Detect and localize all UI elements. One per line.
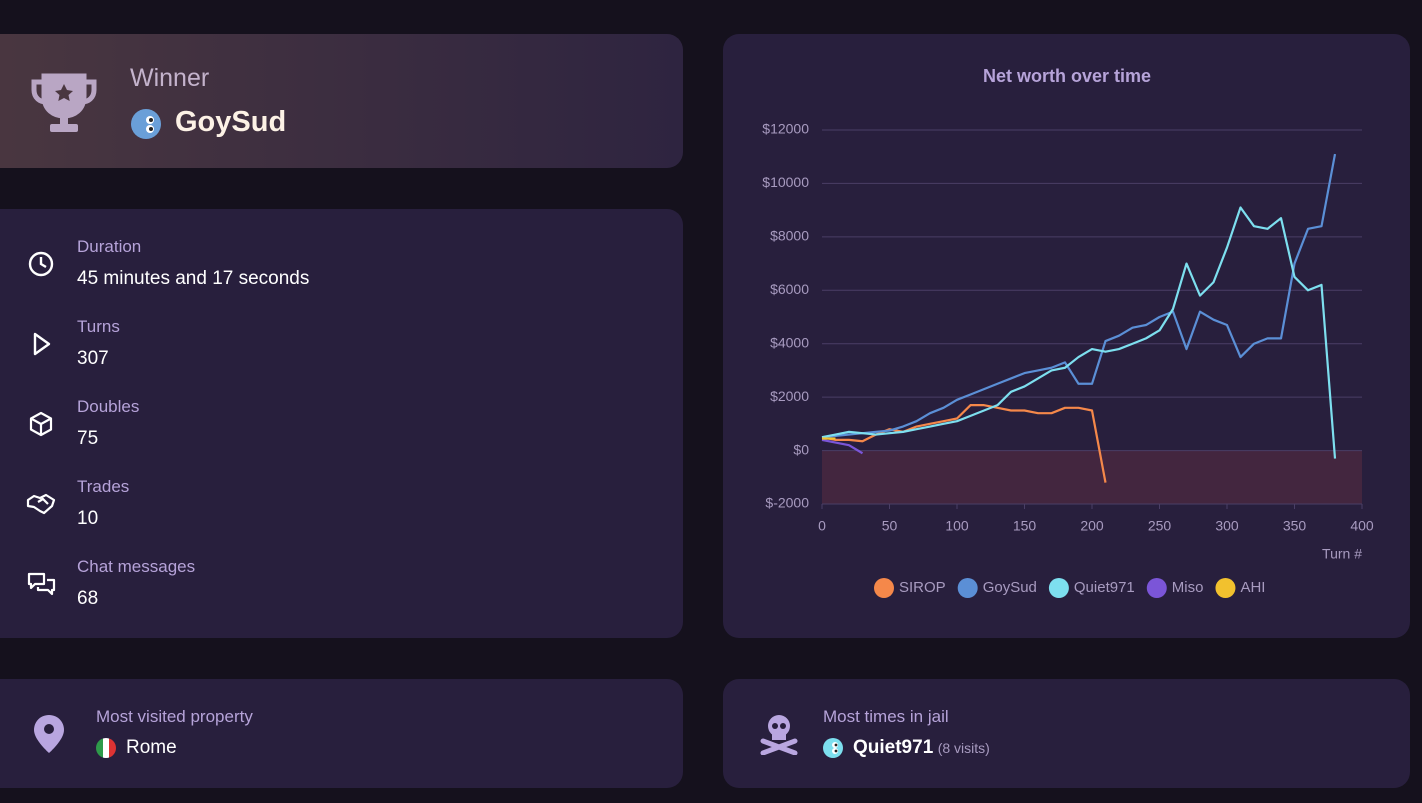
stat-icon: [28, 251, 54, 277]
most-visited-value: Rome: [126, 737, 177, 758]
legend-marker: [874, 578, 894, 598]
winner-card: Winner GoySud: [0, 34, 683, 168]
stat-label: Turns: [77, 317, 120, 336]
x-tick-label: 100: [945, 518, 969, 534]
x-tick-label: 300: [1215, 518, 1239, 534]
x-tick-label: 200: [1080, 518, 1104, 534]
y-tick-label: $4000: [770, 334, 809, 350]
y-tick-label: $2000: [770, 388, 809, 404]
stat-icon: [27, 572, 56, 596]
most-jail-value: Quiet971 (8 visits): [853, 737, 990, 759]
legend-label: GoySud: [983, 579, 1037, 596]
avatar: [823, 738, 843, 758]
stat-label: Chat messages: [77, 557, 196, 576]
stat-icon: [33, 332, 51, 356]
stat-icon: [26, 493, 56, 515]
stat-icon: [29, 411, 53, 437]
most-visited-card: Most visited property Rome: [0, 679, 683, 788]
legend-label: Miso: [1172, 579, 1204, 596]
y-tick-label: $10000: [762, 174, 809, 190]
y-tick-label: $8000: [770, 228, 809, 244]
winner-label: Winner: [130, 64, 210, 92]
legend-label: AHI: [1240, 579, 1265, 596]
stat-value: 307: [77, 348, 109, 369]
legend-label: SIROP: [899, 579, 946, 596]
legend-marker: [957, 578, 978, 598]
most-jail-card: Most times in jail Quiet971 (8 visits): [723, 679, 1410, 788]
y-tick-label: $6000: [770, 281, 809, 297]
chart-title: Net worth over time: [983, 66, 1151, 86]
y-tick-label: $12000: [762, 121, 809, 137]
location-icon: [34, 715, 64, 753]
negative-region: [822, 450, 1362, 504]
stats-card: Duration 45 minutes and 17 seconds Turns 30…: [0, 209, 683, 638]
stat-value: 75: [77, 428, 99, 449]
winner-name: GoySud: [175, 106, 287, 138]
y-tick-label: $-2000: [765, 495, 809, 511]
chart: Net worth over time Turn # $-2000 $0 $2000…: [762, 66, 1374, 598]
series-line: [821, 404, 1107, 483]
jail-detail: (8 visits): [937, 740, 990, 756]
x-tick-label: 250: [1148, 518, 1172, 534]
stat-value: 68: [77, 588, 99, 609]
stat-label: Duration: [77, 237, 142, 256]
series-line: [821, 153, 1337, 439]
legend-marker: [1048, 578, 1069, 598]
x-tick-label: 350: [1283, 518, 1307, 534]
stat-value: 45 minutes and 17 seconds: [77, 268, 310, 289]
series-line: [821, 206, 1337, 459]
legend-marker: [1215, 578, 1236, 598]
series-line: [821, 438, 864, 455]
most-jail-label: Most times in jail: [823, 707, 949, 726]
x-axis-label: Turn #: [1322, 546, 1362, 562]
x-tick-label: 0: [818, 518, 826, 534]
x-tick-label: 150: [1013, 518, 1037, 534]
trophy-icon: [31, 73, 97, 132]
jail-player: Quiet971: [853, 737, 934, 758]
most-visited-label: Most visited property: [96, 707, 253, 726]
stat-value: 10: [77, 508, 99, 529]
flag-icon: [96, 738, 116, 758]
skull-icon: [760, 715, 798, 755]
x-tick-label: 400: [1350, 518, 1374, 534]
x-tick-label: 50: [882, 518, 898, 534]
y-tick-label: $0: [793, 441, 809, 457]
stat-label: Doubles: [77, 397, 140, 416]
avatar: [131, 109, 161, 139]
legend-label: Quiet971: [1074, 579, 1135, 596]
legend-marker: [1146, 578, 1167, 598]
stat-label: Trades: [77, 477, 130, 496]
chart-card: Net worth over time Turn # $-2000 $0 $2000…: [723, 34, 1410, 638]
